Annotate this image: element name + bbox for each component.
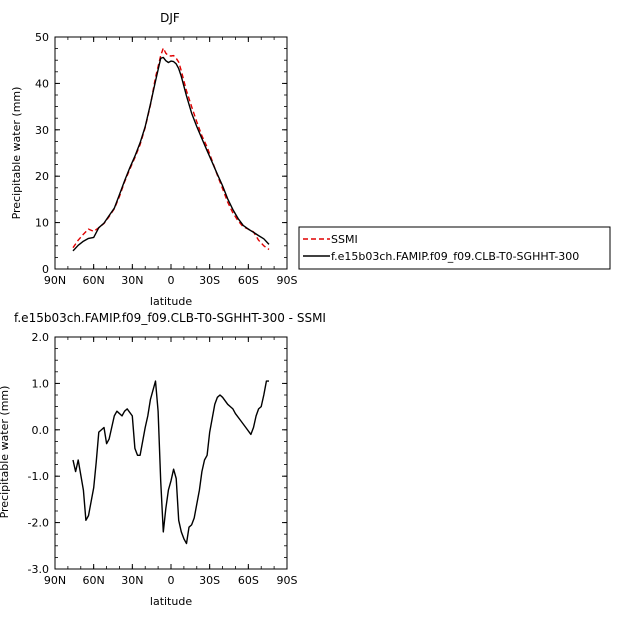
top-plot-frame [54, 36, 288, 270]
top-x-tick-label: 60N [83, 274, 105, 287]
top-y-axis-label: Precipitable water (mm) [10, 87, 23, 220]
bottom-y-axis-label: Precipitable water (mm) [0, 386, 11, 519]
top-y-tick-label: 50 [35, 31, 49, 44]
legend-label-model: f.e15b03ch.FAMIP.f09_f09.CLB-T0-SGHHT-30… [331, 250, 579, 263]
top-x-tick-label: 90N [44, 274, 66, 287]
top-x-tick-label: 0 [168, 274, 175, 287]
bottom-y-tick-label: -2.0 [28, 517, 49, 530]
top-y-tick-label: 20 [35, 170, 49, 183]
top-series-line-1 [72, 56, 270, 252]
bottom-x-tick-label: 90N [44, 574, 66, 587]
bottom-plot-frame [54, 336, 288, 570]
top-x-tick-label: 60S [238, 274, 259, 287]
top-y-tick-label: 10 [35, 217, 49, 230]
legend-label-ssmi: SSMI [331, 233, 358, 246]
bottom-y-tick-label: 2.0 [32, 331, 50, 344]
top-y-tick-label: 0 [42, 263, 49, 276]
bottom-x-tick-label: 30N [121, 574, 143, 587]
top-y-tick-label: 30 [35, 124, 49, 137]
bottom-y-tick-label: 0.0 [32, 424, 50, 437]
bottom-series-line-0 [72, 380, 269, 545]
legend: SSMI f.e15b03ch.FAMIP.f09_f09.CLB-T0-SGH… [298, 226, 611, 270]
bottom-y-tick-label: 1.0 [32, 377, 50, 390]
top-x-tick-label: 30N [121, 274, 143, 287]
bottom-y-tick-label: -3.0 [28, 563, 49, 576]
bottom-x-tick-label: 90S [277, 574, 298, 587]
top-chart-title: DJF [160, 11, 180, 25]
top-series-line-0 [72, 47, 270, 251]
top-panel: DJF 0 10 20 30 40 50 90N 60N 30N 0 30S 60S 90S lati… [10, 11, 298, 308]
bottom-x-axis-label: latitude [150, 595, 192, 608]
bottom-panel: f.e15b03ch.FAMIP.f09_f09.CLB-T0-SGHHT-30… [0, 311, 326, 608]
bottom-chart-title: f.e15b03ch.FAMIP.f09_f09.CLB-T0-SGHHT-30… [14, 311, 326, 325]
bottom-y-tick-label: -1.0 [28, 470, 49, 483]
bottom-x-tick-label: 60S [238, 574, 259, 587]
top-x-tick-label: 30S [199, 274, 220, 287]
bottom-x-tick-label: 60N [83, 574, 105, 587]
bottom-x-tick-label: 30S [199, 574, 220, 587]
top-x-tick-label: 90S [277, 274, 298, 287]
top-x-axis-label: latitude [150, 295, 192, 308]
legend-box [298, 226, 611, 270]
top-y-tick-label: 40 [35, 77, 49, 90]
bottom-x-tick-label: 0 [168, 574, 175, 587]
